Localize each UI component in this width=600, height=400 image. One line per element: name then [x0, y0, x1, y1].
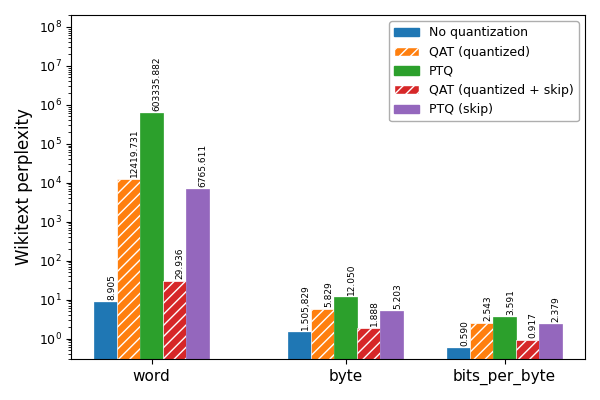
Bar — [470, 323, 493, 400]
Text: 1.888: 1.888 — [370, 300, 379, 326]
Bar — [94, 302, 117, 400]
Bar — [186, 189, 209, 400]
Bar — [448, 348, 470, 400]
Text: 1.505,829: 1.505,829 — [301, 284, 310, 330]
Text: 5.203: 5.203 — [393, 283, 402, 309]
Bar — [357, 328, 380, 400]
Text: 0.590: 0.590 — [460, 320, 469, 346]
Bar — [140, 113, 163, 400]
Bar — [311, 309, 334, 400]
Legend: No quantization, QAT (quantized), PTQ, QAT (quantized + skip), PTQ (skip): No quantization, QAT (quantized), PTQ, Q… — [389, 21, 579, 121]
Text: 0.917: 0.917 — [529, 312, 538, 338]
Text: 8.905: 8.905 — [107, 274, 116, 300]
Bar — [493, 317, 516, 400]
Text: 12.050: 12.050 — [347, 263, 356, 295]
Y-axis label: Wikitext perplexity: Wikitext perplexity — [15, 108, 33, 266]
Text: 12419.731: 12419.731 — [130, 128, 139, 177]
Bar — [289, 332, 311, 400]
Bar — [334, 296, 357, 400]
Text: 2.543: 2.543 — [483, 295, 492, 321]
Text: 3.591: 3.591 — [506, 289, 515, 315]
Bar — [163, 281, 186, 400]
Text: 603335.882: 603335.882 — [153, 57, 162, 111]
Text: 2.379: 2.379 — [552, 296, 561, 322]
Bar — [380, 311, 403, 400]
Bar — [516, 340, 539, 400]
Bar — [117, 179, 140, 400]
Text: 5.829: 5.829 — [324, 281, 333, 307]
Bar — [539, 324, 562, 400]
Text: 6765.611: 6765.611 — [199, 144, 208, 188]
Text: 29.936: 29.936 — [176, 248, 185, 279]
